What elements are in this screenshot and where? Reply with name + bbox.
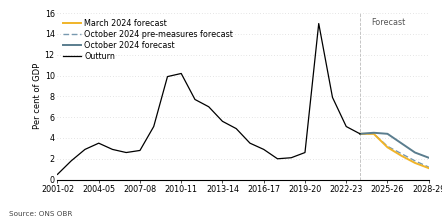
Text: Source: ONS OBR: Source: ONS OBR: [9, 211, 72, 217]
Legend: March 2024 forecast, October 2024 pre-measures forecast, October 2024 forecast, : March 2024 forecast, October 2024 pre-me…: [61, 17, 235, 62]
Text: Forecast: Forecast: [371, 18, 405, 27]
Y-axis label: Per cent of GDP: Per cent of GDP: [33, 63, 42, 129]
